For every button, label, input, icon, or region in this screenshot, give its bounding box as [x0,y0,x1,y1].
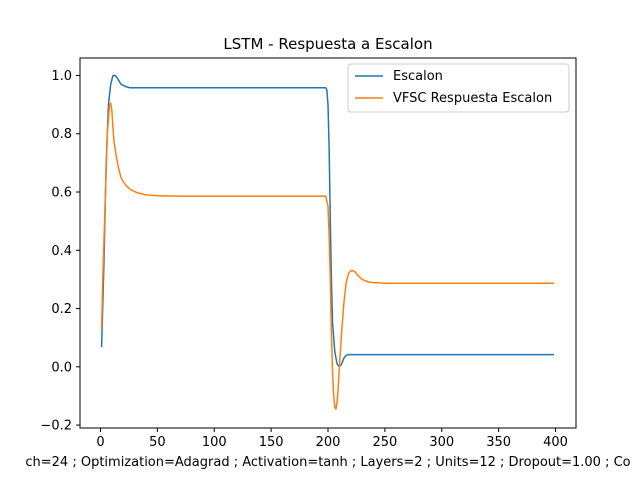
legend: Escalon VFSC Respuesta Escalon [347,63,570,113]
y-tick-label: 1.0 [51,69,72,84]
chart-title: LSTM - Respuesta a Escalon [223,35,432,53]
y-tick-label: 0.0 [51,360,72,375]
y-tick-label: 0.6 [51,186,72,201]
series-line-vfsc-respuesta-escalon [100,102,554,410]
legend-box [347,63,570,113]
x-tick-label: 300 [429,435,454,450]
y-tick-label: 0.8 [51,127,72,142]
legend-label-vfsc-respuesta-escalon: VFSC Respuesta Escalon [393,91,552,106]
x-tick-label: 0 [96,435,104,450]
y-axis: −0.2 0.0 0.2 0.4 0.6 0.8 1.0 [40,69,80,434]
x-axis: 0 50 100 150 200 250 300 350 400 [96,428,568,450]
x-tick-label: 200 [316,435,341,450]
series-layer [100,74,554,410]
x-tick-label: 400 [543,435,568,450]
y-tick-label: −0.2 [40,419,72,434]
x-tick-label: 250 [372,435,397,450]
x-axis-label: ch=24 ; Optimization=Adagrad ; Activatio… [25,455,630,470]
x-tick-label: 150 [259,435,284,450]
x-tick-label: 350 [486,435,511,450]
x-tick-label: 50 [149,435,166,450]
y-tick-label: 0.2 [51,302,72,317]
y-tick-label: 0.4 [51,244,72,259]
x-tick-label: 100 [202,435,227,450]
series-line-escalon [100,74,554,368]
legend-label-escalon: Escalon [393,69,443,84]
